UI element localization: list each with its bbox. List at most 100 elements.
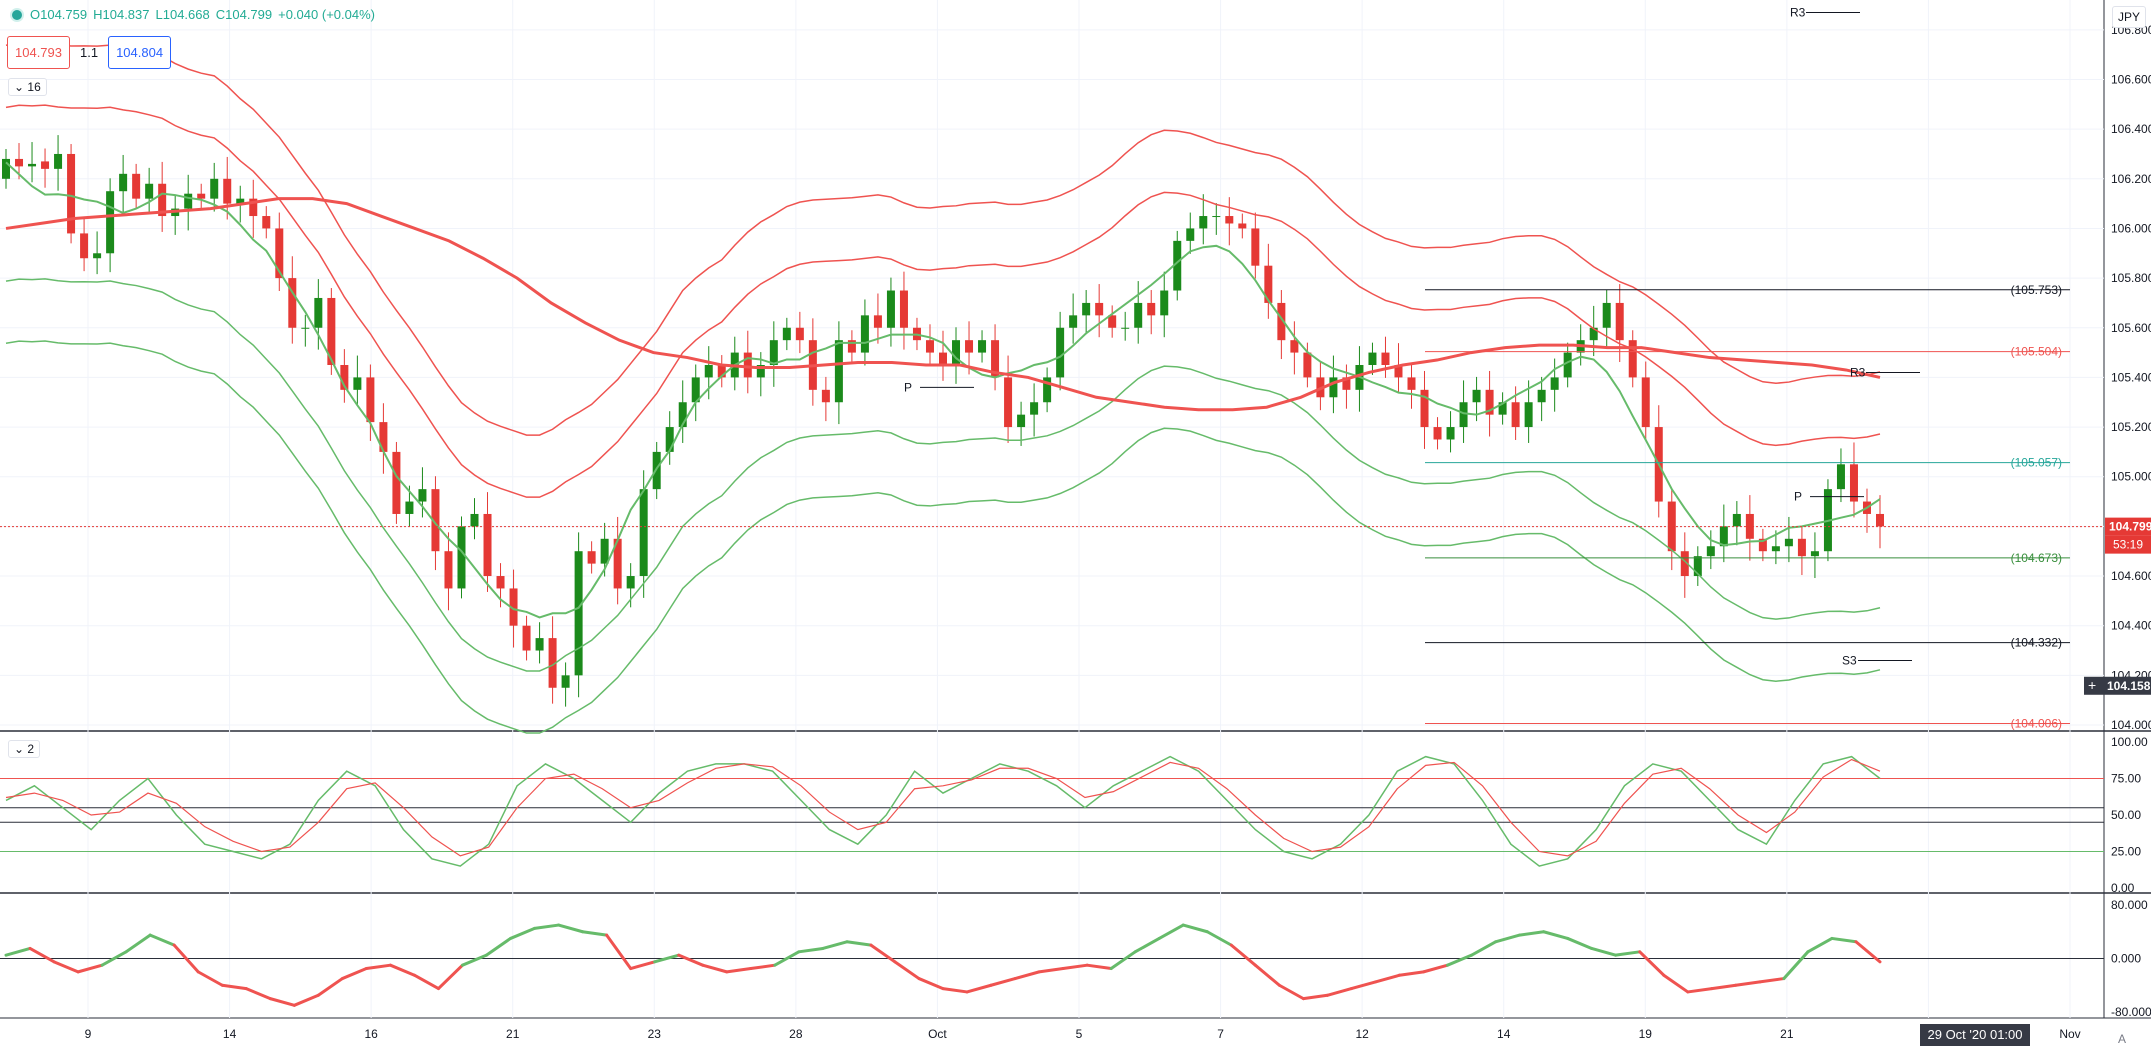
candle-body: [15, 158, 24, 167]
time-tick-label: 7: [1217, 1027, 1224, 1041]
osc-segment: [28, 946, 56, 964]
candle-body: [847, 340, 856, 353]
candle-body: [587, 551, 596, 564]
auto-scale-button[interactable]: A: [2118, 1032, 2127, 1046]
time-tick-label: Oct: [928, 1027, 947, 1041]
candle-body: [1303, 352, 1312, 378]
osc-segment: [581, 930, 609, 937]
osc-segment: [1253, 963, 1281, 987]
candle-body: [197, 193, 206, 199]
candle-body: [1082, 302, 1091, 316]
candle-body: [431, 489, 440, 552]
candle-body: [249, 198, 258, 217]
crosshair-time-label: 29 Oct '20 01:00: [1920, 1024, 2030, 1046]
stoch-tick-label: 50.00: [2111, 808, 2141, 822]
time-tick-label: 28: [789, 1027, 803, 1041]
osc-segment: [1181, 923, 1209, 934]
spread-value: 1.1: [80, 45, 99, 60]
osc-segment: [124, 933, 152, 954]
candle-body: [965, 340, 974, 353]
sell-button[interactable]: 104.793: [7, 36, 70, 69]
currency-badge[interactable]: JPY: [2112, 6, 2147, 28]
candle-body: [1537, 389, 1546, 403]
osc-segment: [172, 943, 200, 974]
price-tick-label: 106.600: [2111, 72, 2151, 86]
lower-band-line: [5, 278, 1881, 672]
candle-body: [821, 389, 830, 403]
candle-body: [782, 327, 791, 341]
candle-body: [1368, 352, 1377, 365]
osc-segment: [1301, 993, 1329, 1001]
osc-segment: [989, 977, 1017, 987]
osc-segment: [388, 963, 416, 977]
candle-body: [379, 422, 388, 452]
candle-body: [93, 253, 102, 259]
candle-body: [1329, 377, 1338, 398]
lower-band-outer-line: [5, 340, 1881, 734]
candle-body: [1876, 513, 1884, 527]
candle-body: [1056, 327, 1065, 378]
candle-body: [1160, 290, 1169, 316]
price-tick-label: 106.200: [2111, 172, 2151, 186]
candle-body: [470, 513, 479, 527]
ohlc-low: L104.668: [155, 7, 210, 22]
candle-body: [2, 158, 10, 179]
candle-body: [548, 638, 557, 688]
candle-body: [600, 538, 609, 564]
osc-segment: [1518, 930, 1546, 937]
stoch-pane-count: 2: [27, 742, 35, 756]
candle-body: [1563, 352, 1572, 378]
candle-body: [1251, 228, 1260, 266]
osc-segment: [629, 960, 657, 971]
osc-segment: [557, 923, 585, 934]
candle-body: [1004, 377, 1013, 428]
time-tick-label: 23: [648, 1027, 662, 1041]
osc-segment: [1013, 970, 1041, 981]
candle-body: [652, 451, 661, 490]
candle-body: [483, 513, 492, 577]
osc-segment: [1446, 953, 1474, 967]
candle-body: [1680, 551, 1689, 577]
candle-body: [509, 588, 518, 626]
level-label: (105.057): [2011, 456, 2062, 470]
stoch-pane-collapse-toggle[interactable]: ⌄ 2: [8, 740, 41, 758]
osc-segment: [749, 963, 777, 971]
osc-segment: [1542, 930, 1570, 940]
candle-body: [756, 365, 765, 378]
candle-body: [1225, 216, 1234, 224]
osc-segment: [52, 960, 80, 974]
candle-body: [678, 402, 687, 428]
candle-body: [1277, 302, 1286, 341]
candle-body: [301, 327, 310, 329]
candle-body: [41, 161, 50, 169]
candle-body: [1290, 340, 1299, 353]
candle-body: [54, 153, 63, 169]
price-tick-label: 104.000: [2111, 718, 2151, 732]
candle-body: [418, 489, 427, 502]
candle-body: [1771, 546, 1780, 552]
osc-segment: [797, 946, 825, 954]
osc-segment: [220, 983, 248, 991]
main-pane-collapse-toggle[interactable]: ⌄ 16: [8, 78, 47, 96]
osc-segment: [1349, 980, 1377, 991]
candle-body: [184, 193, 193, 209]
last-price-tag: [2105, 517, 2151, 536]
osc-segment: [1229, 943, 1257, 967]
osc-segment: [509, 926, 537, 940]
candle-body: [340, 365, 349, 390]
buy-button[interactable]: 104.804: [108, 36, 172, 69]
time-tick-label: 16: [364, 1027, 378, 1041]
candle-body: [1030, 402, 1039, 415]
price-tick-label: 105.800: [2111, 271, 2151, 285]
ma-fast-line: [5, 161, 1881, 619]
stoch-tick-label: 25.00: [2111, 845, 2141, 859]
price-tick-label: 105.200: [2111, 420, 2151, 434]
osc-segment: [1854, 940, 1882, 964]
stoch-tick-label: 75.00: [2111, 772, 2141, 786]
ohlc-change: +0.040 (+0.04%): [278, 7, 375, 22]
osc-segment: [1662, 973, 1690, 994]
osc-segment: [725, 967, 753, 974]
candle-body: [275, 228, 284, 279]
